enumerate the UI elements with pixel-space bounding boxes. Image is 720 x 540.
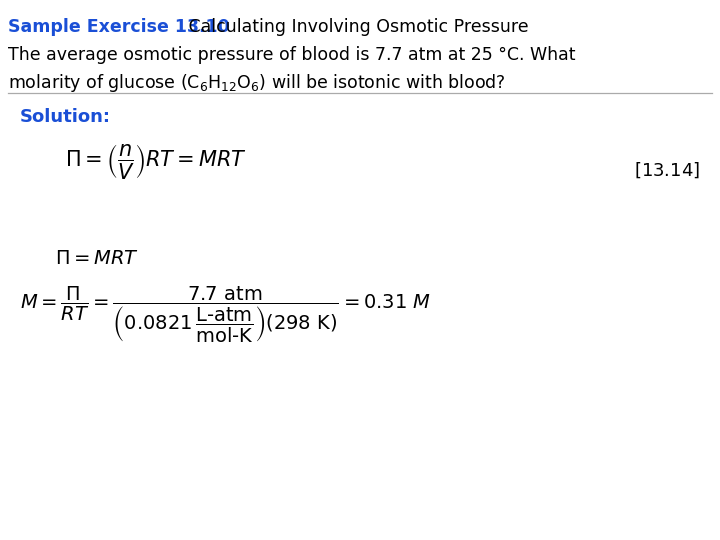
Text: $\Pi = MRT$: $\Pi = MRT$ (55, 250, 139, 268)
Text: molarity of glucose (C$_6$H$_{12}$O$_6$) will be isotonic with blood?: molarity of glucose (C$_6$H$_{12}$O$_6$)… (8, 72, 506, 94)
Text: Solution:: Solution: (20, 108, 111, 126)
Text: Calculating Involving Osmotic Pressure: Calculating Involving Osmotic Pressure (183, 18, 528, 36)
Text: Sample Exercise 13.10: Sample Exercise 13.10 (8, 18, 230, 36)
Text: $[13.14]$: $[13.14]$ (634, 160, 700, 179)
Text: $M = \dfrac{\Pi}{RT} = \dfrac{7.7\ \mathrm{atm}}{\left(0.0821\,\dfrac{\mathrm{L\: $M = \dfrac{\Pi}{RT} = \dfrac{7.7\ \math… (20, 285, 431, 345)
Text: $\Pi = \left(\dfrac{n}{V}\right)RT = MRT$: $\Pi = \left(\dfrac{n}{V}\right)RT = MRT… (65, 142, 247, 181)
Text: The average osmotic pressure of blood is 7.7 atm at 25 °C. What: The average osmotic pressure of blood is… (8, 46, 575, 64)
